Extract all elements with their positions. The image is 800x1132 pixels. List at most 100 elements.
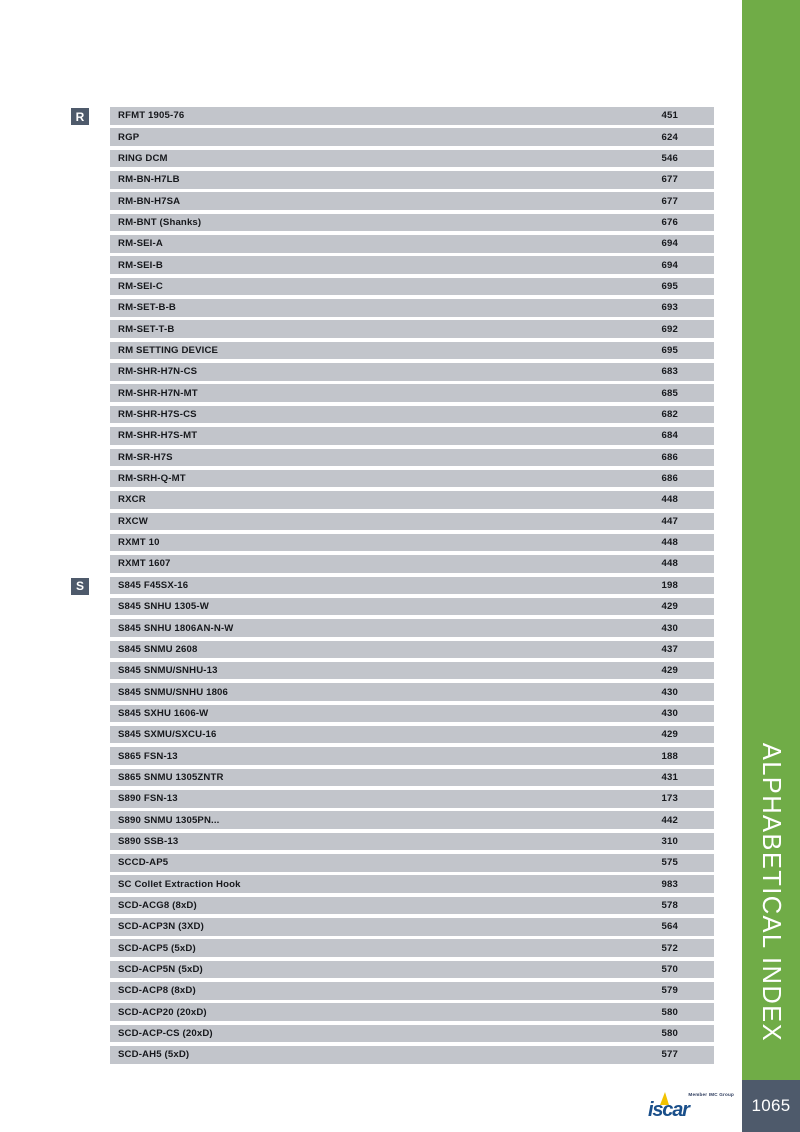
index-row[interactable]: SCD-AH5 (5xD) 577: [0, 1046, 742, 1067]
index-row[interactable]: SCCD-AP5 575: [0, 854, 742, 875]
index-row-bar[interactable]: SCD-ACP-CS (20xD) 580: [110, 1024, 714, 1043]
index-entry-name: SCD-ACP-CS (20xD): [118, 1028, 213, 1040]
index-row-bar[interactable]: RING DCM 546: [110, 149, 714, 168]
index-row[interactable]: S865 FSN-13 188: [0, 747, 742, 768]
index-row[interactable]: S845 SNHU 1305-W 429: [0, 597, 742, 619]
index-row[interactable]: R RFMT 1905-76 451: [0, 107, 742, 128]
index-row[interactable]: SCD-ACP3N (3XD) 564: [0, 918, 742, 939]
index-entry-name: RM-SET-B-B: [118, 302, 176, 314]
index-row[interactable]: SCD-ACP5 (5xD) 572: [0, 939, 742, 960]
index-row-bar[interactable]: RXMT 1607 448: [110, 555, 714, 573]
index-row-bar[interactable]: S845 SNMU/SNHU 1806 430: [110, 683, 714, 701]
index-row[interactable]: RM-SEI-A 694: [0, 235, 742, 256]
index-row-bar[interactable]: S845 SNHU 1806AN-N-W 430: [110, 619, 714, 637]
index-row-bar[interactable]: S845 SXMU/SXCU-16 429: [110, 725, 714, 744]
index-row[interactable]: RXMT 10 448: [0, 533, 742, 555]
index-row[interactable]: RXCR 448: [0, 491, 742, 512]
index-row-bar[interactable]: S890 SNMU 1305PN... 442: [110, 811, 714, 829]
index-row-bar[interactable]: RM-SHR-H7N-MT 685: [110, 384, 714, 402]
index-row-bar[interactable]: SC Collet Extraction Hook 983: [110, 875, 714, 893]
index-row-bar[interactable]: SCD-ACP5N (5xD) 570: [110, 960, 714, 979]
index-entry-page: 575: [661, 857, 678, 869]
index-row[interactable]: RM-SHR-H7S-MT 684: [0, 427, 742, 448]
index-row-bar[interactable]: SCD-ACG8 (8xD) 578: [110, 896, 714, 915]
index-row-bar[interactable]: RM-SHR-H7N-CS 683: [110, 363, 714, 381]
index-row-bar[interactable]: RM-SET-B-B 693: [110, 299, 714, 317]
index-row-bar[interactable]: SCD-ACP8 (8xD) 579: [110, 982, 714, 1000]
index-row-bar[interactable]: SCCD-AP5 575: [110, 854, 714, 872]
index-row[interactable]: RM-BNT (Shanks) 676: [0, 213, 742, 235]
index-row-bar[interactable]: RGP 624: [110, 128, 714, 146]
index-entry-name: RXMT 1607: [118, 558, 171, 570]
index-row[interactable]: RM-SRH-Q-MT 686: [0, 469, 742, 491]
index-entry-name: S845 SXHU 1606-W: [118, 707, 209, 719]
index-row-bar[interactable]: S845 F45SX-16 198: [110, 576, 714, 595]
index-row[interactable]: RM-SR-H7S 686: [0, 448, 742, 470]
index-row[interactable]: RING DCM 546: [0, 149, 742, 171]
index-row-bar[interactable]: SCD-ACP20 (20xD) 580: [110, 1003, 714, 1021]
index-row-bar[interactable]: SCD-ACP5 (5xD) 572: [110, 939, 714, 957]
index-row-bar[interactable]: RXCR 448: [110, 491, 714, 509]
index-row[interactable]: S890 SNMU 1305PN... 442: [0, 811, 742, 832]
index-row[interactable]: RM-SHR-H7S-CS 682: [0, 405, 742, 427]
index-row[interactable]: S845 SNMU/SNHU 1806 430: [0, 683, 742, 704]
index-row-bar[interactable]: RM SETTING DEVICE 695: [110, 341, 714, 360]
index-row[interactable]: SCD-ACP20 (20xD) 580: [0, 1003, 742, 1024]
index-row-bar[interactable]: RM-BN-H7SA 677: [110, 192, 714, 210]
index-row[interactable]: RM-SHR-H7N-CS 683: [0, 363, 742, 384]
index-row[interactable]: RM-SEI-C 695: [0, 277, 742, 299]
index-row[interactable]: RM-SHR-H7N-MT 685: [0, 384, 742, 405]
index-row-bar[interactable]: S890 FSN-13 173: [110, 790, 714, 808]
index-row-bar[interactable]: RM-SET-T-B 692: [110, 320, 714, 338]
index-row-bar[interactable]: RM-BNT (Shanks) 676: [110, 213, 714, 232]
index-row-bar[interactable]: S865 FSN-13 188: [110, 747, 714, 765]
index-row[interactable]: RGP 624: [0, 128, 742, 149]
index-row[interactable]: S845 SXHU 1606-W 430: [0, 704, 742, 726]
index-row[interactable]: S845 SNHU 1806AN-N-W 430: [0, 619, 742, 640]
index-row[interactable]: RM-BN-H7LB 677: [0, 171, 742, 192]
index-row[interactable]: S890 FSN-13 173: [0, 790, 742, 811]
index-entry-name: RM-SEI-A: [118, 238, 163, 250]
index-row[interactable]: RM-BN-H7SA 677: [0, 192, 742, 213]
index-row[interactable]: S845 SXMU/SXCU-16 429: [0, 725, 742, 747]
index-row[interactable]: RXCW 447: [0, 512, 742, 534]
index-row[interactable]: SCD-ACG8 (8xD) 578: [0, 896, 742, 918]
index-row-bar[interactable]: RM-SRH-Q-MT 686: [110, 469, 714, 488]
index-row-bar[interactable]: RM-BN-H7LB 677: [110, 171, 714, 189]
index-row[interactable]: SCD-ACP5N (5xD) 570: [0, 960, 742, 982]
index-row[interactable]: S845 SNMU/SNHU-13 429: [0, 661, 742, 683]
index-row-bar[interactable]: RM-SHR-H7S-MT 684: [110, 427, 714, 445]
index-entry-page: 692: [661, 323, 678, 335]
index-row[interactable]: S865 SNMU 1305ZNTR 431: [0, 768, 742, 790]
index-entry-name: RING DCM: [118, 152, 168, 164]
index-row[interactable]: SC Collet Extraction Hook 983: [0, 875, 742, 896]
index-entry-name: RM-SHR-H7N-MT: [118, 387, 198, 399]
index-row-bar[interactable]: RFMT 1905-76 451: [110, 107, 714, 125]
index-row[interactable]: SCD-ACP-CS (20xD) 580: [0, 1024, 742, 1046]
index-row-bar[interactable]: SCD-AH5 (5xD) 577: [110, 1046, 714, 1064]
index-row-bar[interactable]: S845 SXHU 1606-W 430: [110, 704, 714, 723]
index-row[interactable]: RM-SET-B-B 693: [0, 299, 742, 320]
index-row[interactable]: RM-SEI-B 694: [0, 256, 742, 277]
index-row-bar[interactable]: S845 SNMU/SNHU-13 429: [110, 661, 714, 680]
index-row[interactable]: RXMT 1607 448: [0, 555, 742, 576]
index-row-bar[interactable]: RM-SR-H7S 686: [110, 448, 714, 466]
index-row-bar[interactable]: RXCW 447: [110, 512, 714, 531]
index-row-bar[interactable]: RM-SEI-C 695: [110, 277, 714, 296]
index-row-bar[interactable]: RM-SEI-B 694: [110, 256, 714, 274]
index-row-bar[interactable]: S845 SNHU 1305-W 429: [110, 597, 714, 616]
index-row[interactable]: RM-SET-T-B 692: [0, 320, 742, 341]
index-row-bar[interactable]: S890 SSB-13 310: [110, 832, 714, 851]
index-row-bar[interactable]: RM-SHR-H7S-CS 682: [110, 405, 714, 424]
index-row[interactable]: RM SETTING DEVICE 695: [0, 341, 742, 363]
index-row-bar[interactable]: RXMT 10 448: [110, 533, 714, 552]
index-row[interactable]: S845 SNMU 2608 437: [0, 640, 742, 662]
index-row-bar[interactable]: S845 SNMU 2608 437: [110, 640, 714, 659]
index-row-bar[interactable]: SCD-ACP3N (3XD) 564: [110, 918, 714, 936]
index-row[interactable]: S S845 F45SX-16 198: [0, 576, 742, 598]
index-entry-page: 570: [661, 964, 678, 975]
index-row-bar[interactable]: RM-SEI-A 694: [110, 235, 714, 253]
index-row-bar[interactable]: S865 SNMU 1305ZNTR 431: [110, 768, 714, 787]
index-row[interactable]: SCD-ACP8 (8xD) 579: [0, 982, 742, 1003]
index-row[interactable]: S890 SSB-13 310: [0, 832, 742, 854]
